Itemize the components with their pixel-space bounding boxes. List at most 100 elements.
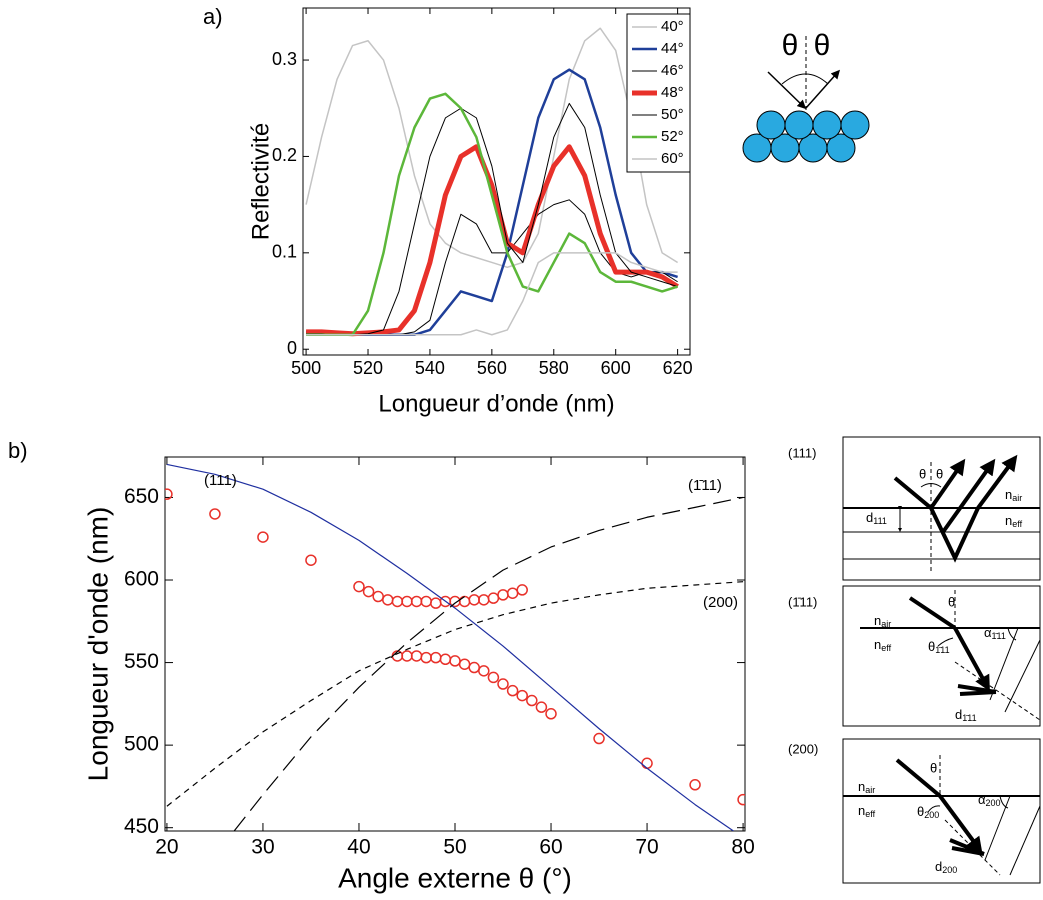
x-tick-label: 80: [731, 835, 754, 858]
subscript: 111: [873, 516, 887, 526]
diagram: (1̄11) θ nair neff θ1̄11 α1̄11 d1̄11: [788, 585, 1041, 727]
series-line: [233, 496, 744, 831]
series-line: [166, 581, 744, 807]
series-line: [166, 463, 734, 831]
data-point: [362, 585, 375, 598]
subscript: 1̄11: [935, 645, 949, 655]
plot-area: [165, 463, 745, 831]
diagram-label: (1̄11): [788, 594, 817, 609]
plot-area: [305, 27, 679, 337]
subscript: air: [1012, 493, 1022, 503]
x-tick-label: 540: [415, 358, 445, 378]
medium-label: neff: [858, 803, 876, 819]
spheres: [742, 110, 870, 163]
symbol: n: [858, 803, 865, 818]
y-axis-label: Longueur d'onde (nm): [82, 507, 113, 782]
symbol: α: [984, 625, 992, 640]
symbol: n: [874, 613, 881, 628]
refracted-angle: θ1̄11: [928, 639, 950, 655]
x-tick-label: 30: [251, 835, 274, 858]
subscript: air: [881, 619, 891, 629]
diagram-frame: [842, 738, 1041, 884]
x-tick-label: 580: [539, 358, 569, 378]
symbol: n: [1005, 487, 1012, 502]
diagram-label: (200): [788, 741, 818, 756]
plot-frame: [164, 456, 746, 832]
data-point: [257, 531, 269, 543]
data-point: [689, 779, 701, 791]
data-point: [478, 665, 490, 677]
legend-label: 52°: [661, 128, 684, 145]
subscript: 1̄11: [992, 631, 1006, 641]
legend: 40° 44° 46° 48° 50° 52° 60°: [626, 13, 691, 173]
diagram-label: (111): [788, 445, 816, 460]
y-tick-label: 550: [124, 650, 159, 673]
medium-label: neff: [1005, 513, 1023, 529]
line-annotation: (200): [703, 594, 738, 611]
subscript: 200: [986, 798, 1001, 808]
symbol: d: [935, 859, 942, 874]
symbol: n: [858, 779, 865, 794]
data-point: [516, 584, 528, 596]
tilt-angle: α200: [978, 792, 1001, 808]
subscript: 1̄11: [962, 713, 976, 723]
plot-frame: [302, 7, 691, 356]
angle-label: θ: [919, 466, 926, 481]
data-point: [209, 508, 221, 520]
series-line: [306, 92, 678, 337]
schematic: θ θ: [742, 29, 870, 163]
angle-label: θ: [936, 466, 943, 481]
legend-label: 44°: [661, 40, 684, 57]
data-point: [353, 580, 365, 593]
legend-label: 50°: [661, 106, 684, 123]
angle-label: θ: [814, 29, 831, 62]
data-point: [545, 708, 557, 720]
symbol: α: [978, 792, 986, 807]
data-point: [497, 678, 509, 690]
x-tick-label: 20: [155, 835, 178, 858]
data-point: [165, 488, 173, 500]
diagram: (200) θ nair neff θ200 α200 d200: [788, 738, 1041, 884]
subscript: eff: [1012, 519, 1022, 529]
y-tick-label: 0: [287, 338, 297, 358]
data-point: [506, 684, 519, 697]
medium-label: nair: [1005, 487, 1022, 503]
subscript: eff: [865, 809, 875, 819]
symbol: d: [955, 707, 962, 722]
data-point: [737, 793, 745, 806]
y-tick-label: 500: [124, 733, 159, 756]
diagram: (111) θ θ nair neff d111: [788, 436, 1041, 581]
diagram-frame: [842, 585, 1041, 727]
data-point: [593, 732, 605, 745]
x-tick-label: 60: [539, 835, 562, 858]
data-point: [535, 701, 548, 713]
panel-label: a): [203, 4, 223, 29]
legend-label: 46°: [661, 62, 684, 79]
panel-label: b): [8, 438, 28, 463]
data-point: [487, 671, 500, 684]
subscript: air: [865, 785, 875, 795]
x-tick-label: 620: [663, 358, 693, 378]
y-tick-label: 0.3: [272, 49, 297, 69]
spacing-label: d200: [935, 859, 957, 875]
x-axis-label: Longueur d’onde (nm): [378, 390, 614, 417]
subscript: 200: [942, 865, 957, 875]
subscript: eff: [881, 643, 891, 653]
angle-label: θ: [782, 29, 799, 62]
x-axis-label: Angle externe θ (°): [338, 862, 572, 893]
x-tick-label: 560: [477, 358, 507, 378]
line-annotation: (111): [204, 472, 237, 489]
reflected-ray: [805, 69, 840, 109]
x-tick-label: 50: [443, 835, 466, 858]
y-tick-label: 0.2: [272, 145, 297, 165]
x-tick-label: 40: [347, 835, 370, 858]
symbol: d: [866, 510, 873, 525]
x-tick-label: 500: [291, 358, 321, 378]
tilt-angle: α1̄11: [984, 625, 1006, 641]
series-line: [306, 144, 679, 337]
refracted-angle: θ200: [917, 804, 939, 820]
symbol: θ: [928, 639, 935, 654]
angle-arc: [781, 73, 829, 85]
x-tick-label: 520: [353, 358, 383, 378]
